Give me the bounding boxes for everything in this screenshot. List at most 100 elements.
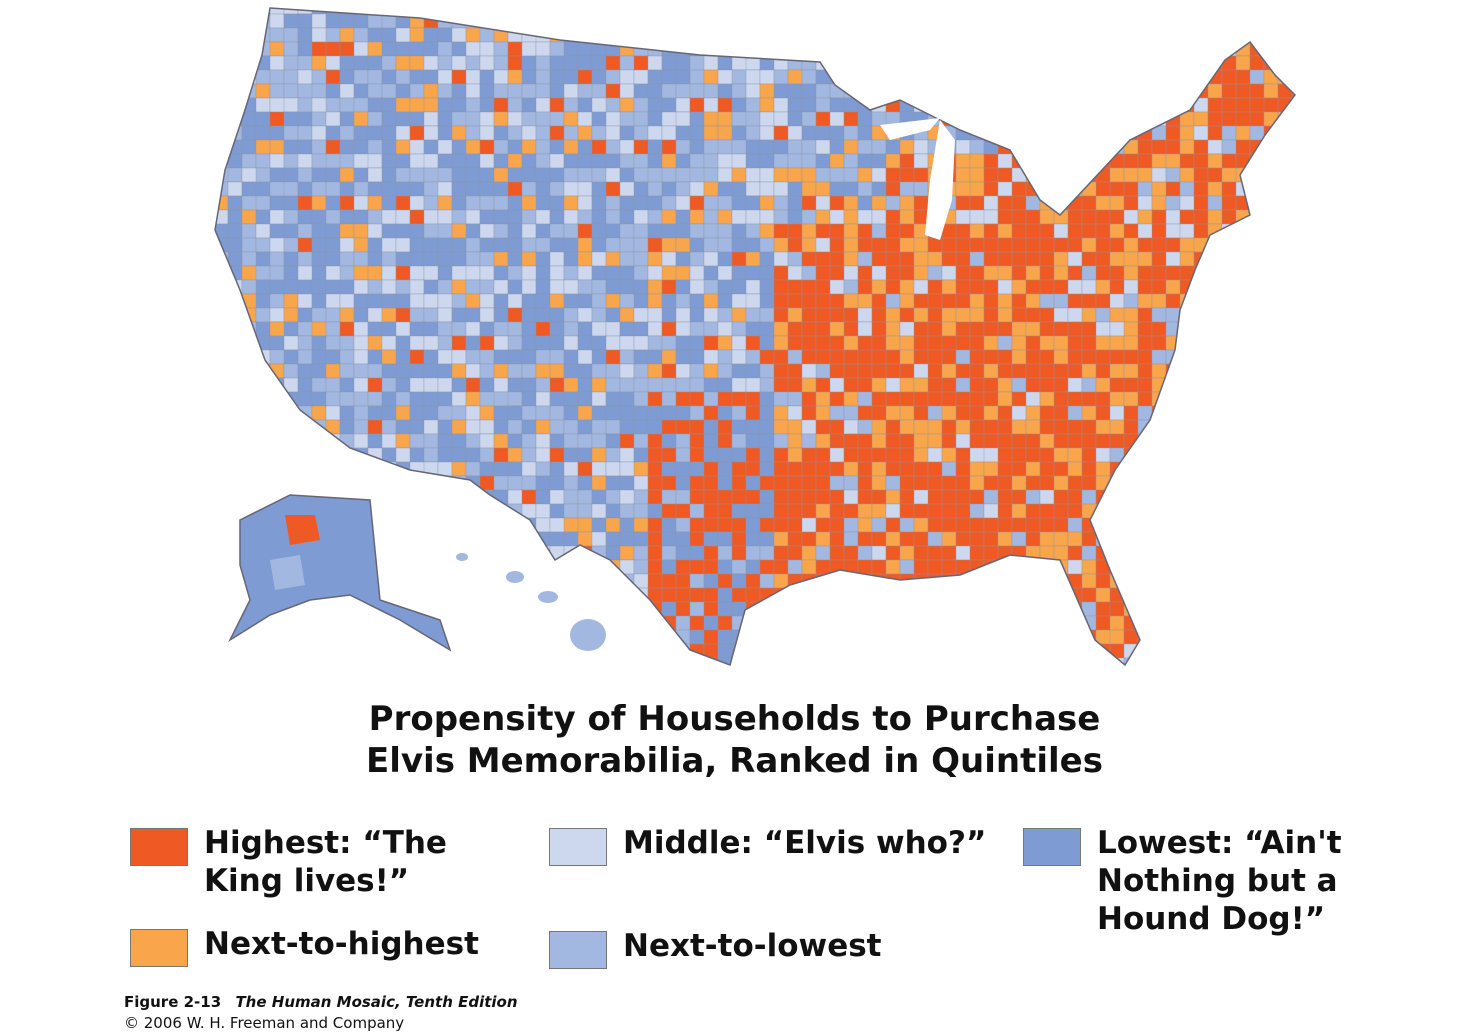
- county: [549, 55, 565, 71]
- county: [899, 181, 915, 197]
- county: [1193, 181, 1209, 197]
- county: [354, 672, 368, 686]
- county: [913, 545, 929, 561]
- county: [479, 181, 495, 197]
- county: [983, 461, 999, 477]
- county: [1249, 587, 1265, 603]
- county: [1067, 153, 1083, 169]
- county: [997, 167, 1013, 183]
- county: [1193, 461, 1209, 477]
- county: [871, 13, 887, 29]
- county: [745, 643, 761, 659]
- county: [578, 672, 606, 686]
- county: [1067, 27, 1083, 43]
- county: [521, 615, 537, 631]
- county: [1235, 209, 1251, 225]
- county: [969, 83, 985, 99]
- county: [215, 55, 229, 71]
- county: [858, 672, 872, 686]
- county: [395, 111, 411, 127]
- county: [1222, 672, 1236, 686]
- county: [689, 657, 719, 665]
- county: [983, 83, 999, 99]
- legend-label: Highest: “The King lives!”: [204, 825, 447, 899]
- county: [844, 672, 858, 686]
- county: [899, 139, 915, 155]
- county: [591, 55, 607, 71]
- county: [507, 587, 537, 603]
- county: [1249, 111, 1265, 127]
- county: [1235, 139, 1251, 155]
- county: [367, 475, 383, 491]
- county: [227, 307, 243, 323]
- county: [549, 601, 565, 617]
- county: [661, 293, 677, 309]
- county: [829, 419, 845, 435]
- county: [1053, 545, 1069, 561]
- county: [633, 349, 649, 365]
- county: [941, 559, 957, 575]
- county: [591, 447, 607, 463]
- county: [493, 181, 509, 197]
- county: [605, 405, 621, 421]
- county: [816, 686, 830, 690]
- county: [731, 503, 747, 519]
- county: [661, 461, 677, 477]
- county: [941, 433, 957, 449]
- county: [479, 279, 495, 295]
- county: [577, 559, 593, 575]
- county: [689, 111, 705, 127]
- county: [269, 615, 285, 631]
- county: [787, 8, 803, 15]
- county: [367, 69, 383, 85]
- county: [773, 517, 789, 533]
- county: [815, 517, 831, 533]
- county: [970, 686, 984, 690]
- county: [367, 55, 383, 71]
- county: [857, 629, 873, 645]
- county: [703, 41, 719, 57]
- county: [1053, 139, 1069, 155]
- county: [227, 69, 243, 85]
- county: [1151, 55, 1167, 71]
- county: [997, 27, 1013, 43]
- county: [759, 405, 775, 421]
- county: [1291, 69, 1295, 85]
- county: [368, 672, 382, 686]
- county: [731, 13, 747, 29]
- county: [269, 209, 285, 225]
- county: [353, 55, 369, 71]
- county: [1291, 321, 1295, 337]
- county: [409, 293, 425, 309]
- county: [1109, 55, 1125, 71]
- county: [215, 405, 229, 421]
- county: [885, 433, 901, 449]
- county: [423, 279, 439, 295]
- county: [1179, 335, 1209, 351]
- county: [311, 181, 327, 197]
- county: [661, 433, 677, 449]
- county: [913, 433, 929, 449]
- county: [1109, 601, 1125, 617]
- county: [633, 279, 649, 295]
- county: [941, 615, 971, 631]
- county: [759, 153, 775, 169]
- county: [423, 363, 439, 379]
- county: [1249, 447, 1279, 463]
- county: [717, 209, 733, 225]
- county: [871, 545, 887, 561]
- county: [1291, 433, 1295, 449]
- county: [801, 111, 817, 127]
- county: [242, 672, 256, 686]
- county: [535, 349, 551, 365]
- county: [549, 419, 565, 435]
- county: [367, 27, 383, 43]
- county: [689, 363, 705, 379]
- county: [507, 461, 523, 477]
- county: [465, 629, 481, 645]
- county: [619, 8, 635, 15]
- county: [983, 251, 999, 267]
- county: [969, 615, 985, 631]
- county: [367, 13, 383, 29]
- county: [1291, 615, 1295, 631]
